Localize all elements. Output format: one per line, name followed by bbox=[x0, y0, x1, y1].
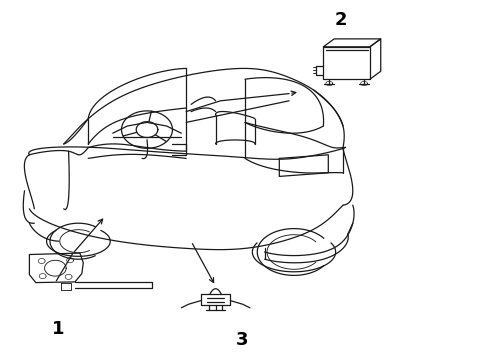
Text: 2: 2 bbox=[334, 11, 347, 29]
Text: 3: 3 bbox=[236, 331, 249, 349]
Text: 1: 1 bbox=[51, 320, 64, 338]
